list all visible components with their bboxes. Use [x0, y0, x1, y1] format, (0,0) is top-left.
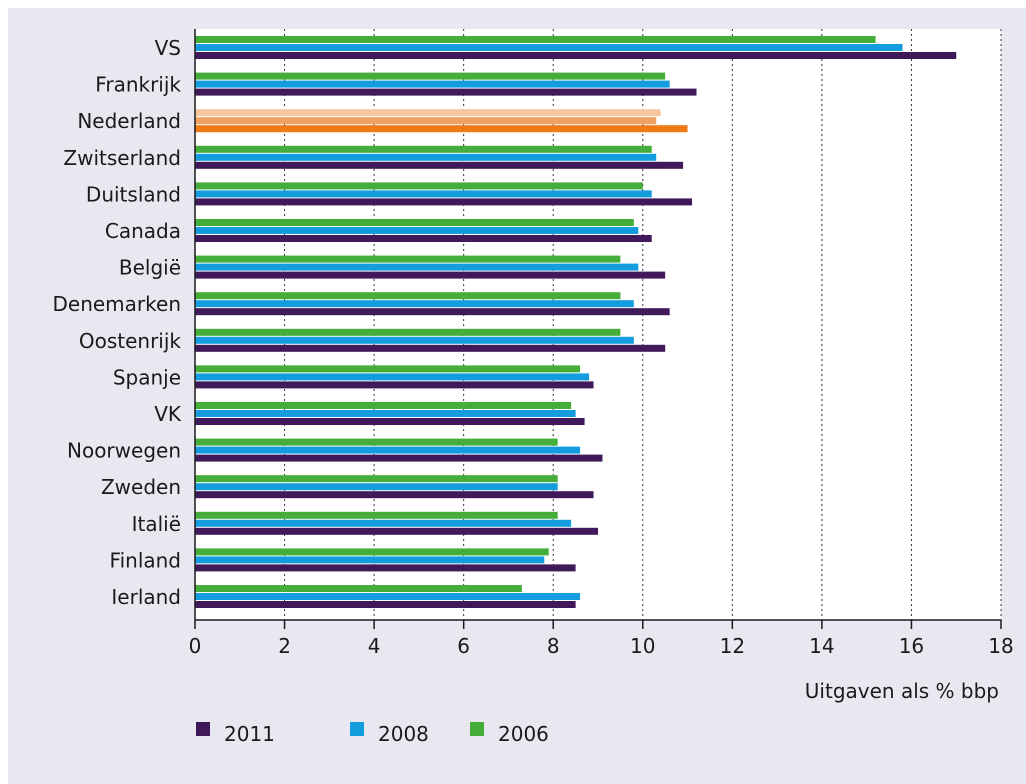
bar-2006-9	[195, 365, 581, 373]
bar-2011-8	[195, 344, 666, 352]
bar-2008-2	[195, 117, 657, 125]
bar-2008-9	[195, 373, 590, 381]
bar-2011-13	[195, 527, 598, 535]
x-tick-label: 6	[457, 634, 470, 658]
legend-swatch-2008	[350, 722, 364, 736]
bar-2006-5	[195, 219, 634, 226]
category-label: Oostenrijk	[79, 329, 182, 353]
bar-2011-14	[195, 564, 576, 572]
bar-2011-7	[195, 308, 670, 316]
bar-2006-12	[195, 475, 558, 483]
bar-2008-11	[195, 446, 581, 454]
legend-swatch-2011	[196, 722, 210, 736]
bar-2011-3	[195, 161, 684, 169]
bar-2008-4	[195, 190, 652, 198]
bar-2008-0	[195, 44, 903, 51]
category-label: VS	[155, 36, 181, 60]
bar-2008-12	[195, 483, 558, 491]
bar-2006-4	[195, 182, 643, 190]
bar-2006-8	[195, 328, 621, 336]
category-label: Finland	[110, 548, 181, 572]
bar-2011-12	[195, 491, 594, 499]
bar-2006-2	[195, 109, 661, 117]
bar-2008-10	[195, 410, 576, 417]
category-label: Frankrijk	[95, 73, 181, 97]
bar-2008-13	[195, 519, 572, 527]
bar-2006-14	[195, 548, 549, 556]
bar-2008-6	[195, 263, 639, 271]
bar-2006-1	[195, 72, 666, 80]
bar-2008-7	[195, 300, 634, 308]
bar-2006-11	[195, 438, 558, 446]
bar-2011-9	[195, 381, 594, 389]
bar-2011-6	[195, 271, 666, 279]
bar-2011-5	[195, 235, 652, 242]
legend-label-2006: 2006	[498, 722, 549, 746]
category-label: Ierland	[111, 585, 181, 609]
x-tick-label: 12	[720, 634, 745, 658]
bar-2011-0	[195, 52, 957, 59]
category-label: België	[119, 256, 181, 280]
legend-swatch-2006	[470, 722, 484, 736]
x-tick-label: 0	[189, 634, 202, 658]
bar-2008-8	[195, 336, 634, 344]
bar-2011-10	[195, 418, 585, 425]
category-label: Canada	[105, 219, 181, 243]
legend-label-2008: 2008	[378, 722, 429, 746]
x-tick-label: 16	[899, 634, 924, 658]
bar-2008-1	[195, 80, 670, 88]
bar-2008-3	[195, 153, 657, 161]
x-tick-label: 10	[630, 634, 655, 658]
category-label: Denemarken	[53, 292, 182, 316]
x-axis-title: Uitgaven als % bbp	[805, 679, 999, 703]
bar-2006-7	[195, 292, 621, 300]
bar-2011-1	[195, 88, 697, 96]
x-tick-label: 18	[988, 634, 1013, 658]
bar-2011-11	[195, 454, 603, 462]
bar-2008-15	[195, 593, 581, 600]
category-label: VK	[154, 402, 182, 426]
chart-panel: VS Frankrijk Nederland Zwitserland Duitsland…	[8, 8, 1026, 784]
bar-2006-3	[195, 145, 652, 153]
x-tick-label: 14	[809, 634, 834, 658]
category-label: Spanje	[113, 365, 181, 389]
category-label: Duitsland	[86, 182, 181, 206]
bar-2006-0	[195, 36, 876, 43]
category-label: Zweden	[101, 475, 181, 499]
x-tick-label: 8	[547, 634, 560, 658]
legend-label-2011: 2011	[224, 722, 275, 746]
bar-2006-15	[195, 585, 522, 592]
x-tick-label: 2	[278, 634, 291, 658]
bar-2011-15	[195, 601, 576, 608]
category-label: Zwitserland	[63, 146, 181, 170]
bar-2011-2	[195, 125, 688, 133]
bar-2008-14	[195, 556, 545, 564]
bar-2006-13	[195, 511, 558, 519]
bar-2006-6	[195, 255, 621, 263]
x-tick-label: 4	[368, 634, 381, 658]
category-label: Nederland	[77, 109, 181, 133]
category-label: Italië	[132, 512, 181, 536]
bar-2011-4	[195, 198, 693, 206]
category-label: Noorwegen	[67, 439, 181, 463]
bar-2006-10	[195, 402, 572, 409]
bar-2008-5	[195, 227, 639, 234]
bar-chart: VS Frankrijk Nederland Zwitserland Duitsland…	[53, 29, 1014, 746]
